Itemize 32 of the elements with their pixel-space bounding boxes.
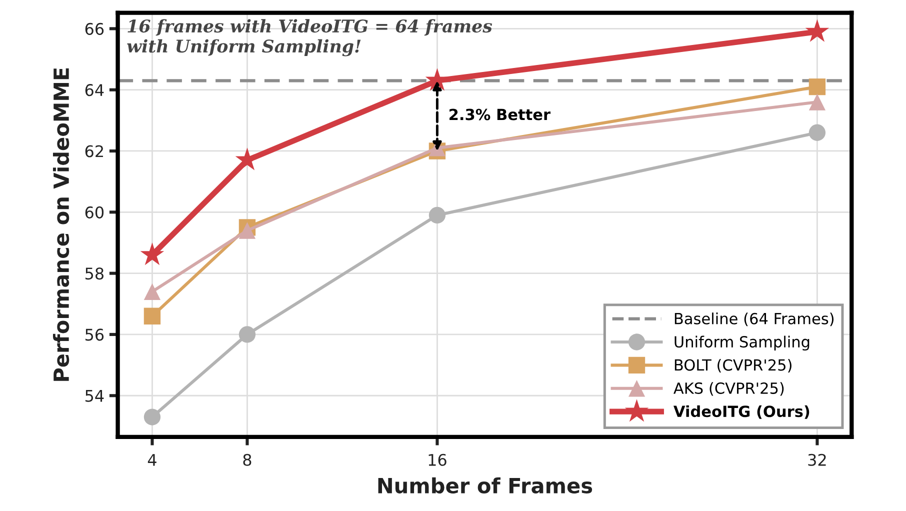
y-tick-label: 58: [85, 268, 104, 280]
point: [808, 124, 826, 141]
point: [805, 19, 830, 42]
x-tick-label: 16: [428, 454, 446, 466]
y-axis-title: Performance on VideoMME: [52, 68, 70, 381]
y-tick-label: 62: [85, 145, 103, 158]
point: [428, 206, 446, 224]
legend-label: VideoITG (Ours): [673, 405, 810, 419]
y-tick-label: 56: [85, 328, 104, 341]
annotation: 2.3% Better: [450, 108, 550, 120]
x-axis-title: Number of Frames: [378, 477, 592, 494]
point: [144, 283, 161, 300]
legend-label: Uniform Sampling: [674, 336, 810, 351]
point: [808, 78, 826, 96]
annotation: 16 frames with VideoITG = 64 frames with Uniform Sampling!: [127, 19, 492, 56]
y-tick-label: 54: [85, 390, 104, 402]
point: [425, 68, 450, 91]
x-tick-label: 8: [243, 454, 252, 466]
legend-label: AKS (CVPR'25): [674, 382, 784, 396]
point: [808, 94, 826, 110]
y-tick-label: 60: [85, 206, 104, 218]
x-tick-label: 4: [148, 454, 156, 466]
x-tick-label: 32: [808, 454, 826, 466]
point: [144, 408, 161, 426]
point: [140, 242, 164, 266]
point: [238, 222, 256, 239]
legend-label: BOLT (CVPR'25): [674, 358, 792, 373]
point: [238, 326, 256, 343]
y-tick-label: 66: [85, 22, 104, 35]
legend-label: Baseline (64 Frames): [674, 312, 834, 326]
y-tick-label: 64: [85, 84, 104, 96]
point: [144, 308, 161, 324]
